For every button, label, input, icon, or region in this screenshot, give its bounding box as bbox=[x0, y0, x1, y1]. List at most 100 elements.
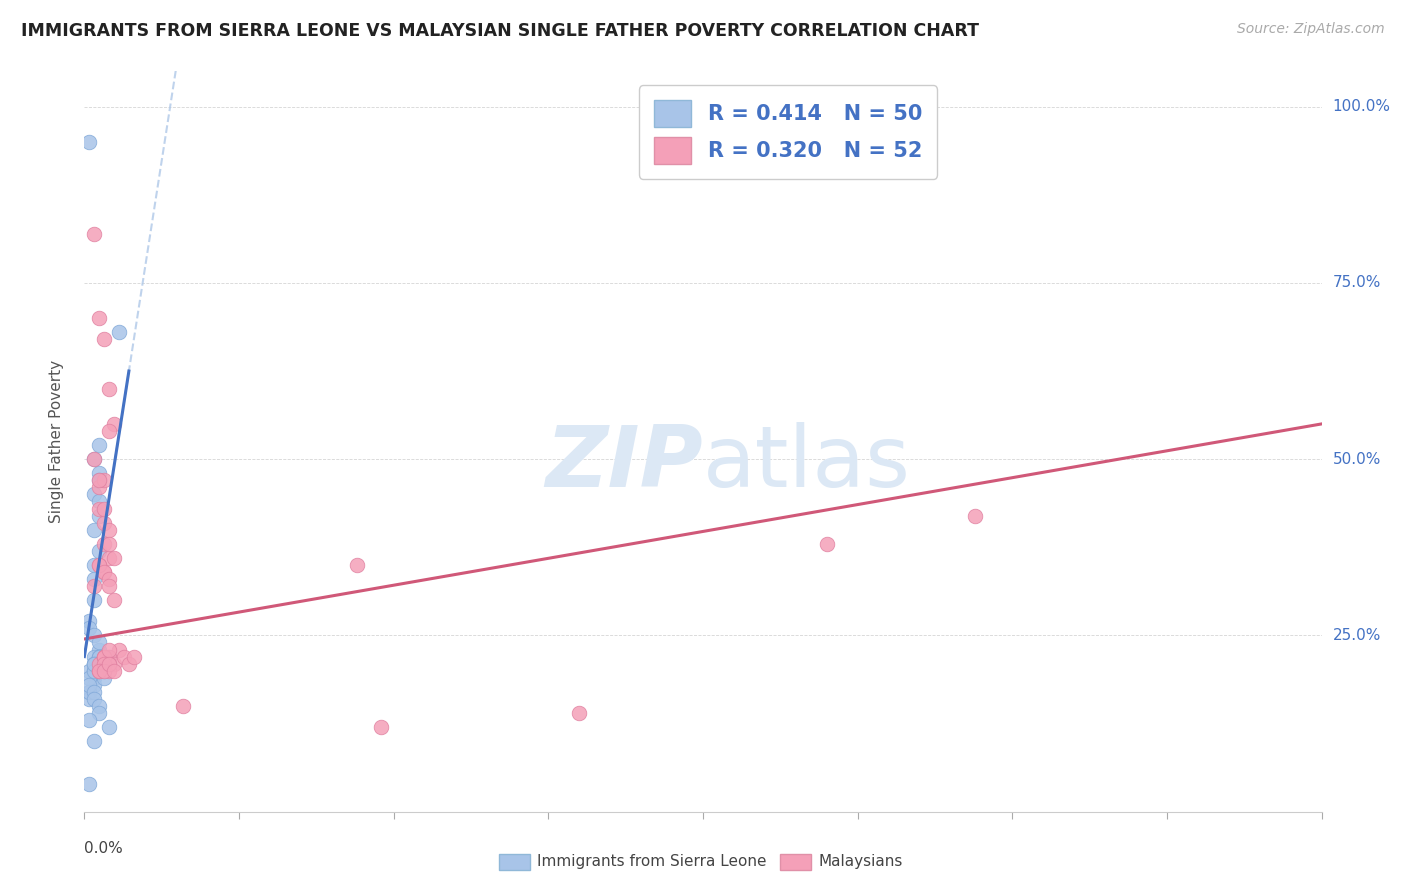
Point bbox=[89, 649, 111, 664]
Point bbox=[118, 657, 141, 671]
Point bbox=[98, 649, 121, 664]
Point bbox=[98, 649, 121, 664]
Point bbox=[83, 452, 105, 467]
Point bbox=[98, 579, 121, 593]
Point bbox=[172, 698, 194, 713]
Text: Malaysians: Malaysians bbox=[818, 855, 903, 869]
Point bbox=[370, 720, 392, 734]
Point bbox=[83, 657, 105, 671]
Point bbox=[98, 657, 121, 671]
Point bbox=[89, 473, 111, 487]
Text: 75.0%: 75.0% bbox=[1333, 276, 1381, 291]
Point bbox=[89, 698, 111, 713]
Point bbox=[79, 135, 101, 149]
Point bbox=[79, 776, 101, 790]
Point bbox=[103, 593, 125, 607]
Point bbox=[108, 642, 131, 657]
Point bbox=[83, 227, 105, 241]
Point bbox=[83, 487, 105, 501]
Point bbox=[83, 692, 105, 706]
Point bbox=[79, 685, 101, 699]
Point bbox=[83, 452, 105, 467]
Point bbox=[93, 501, 115, 516]
Point bbox=[815, 537, 838, 551]
Point bbox=[83, 664, 105, 678]
Point bbox=[89, 558, 111, 572]
Point bbox=[89, 664, 111, 678]
Point bbox=[83, 671, 105, 685]
Point bbox=[89, 706, 111, 720]
Point bbox=[98, 664, 121, 678]
Point bbox=[98, 382, 121, 396]
Point bbox=[93, 657, 115, 671]
Point bbox=[89, 558, 111, 572]
Point bbox=[93, 565, 115, 579]
Point bbox=[89, 635, 111, 649]
Point bbox=[79, 671, 101, 685]
Point bbox=[93, 649, 115, 664]
Point bbox=[83, 734, 105, 748]
Point bbox=[79, 664, 101, 678]
Point bbox=[89, 494, 111, 508]
Point bbox=[89, 508, 111, 523]
Point bbox=[93, 332, 115, 346]
Point bbox=[89, 664, 111, 678]
Point bbox=[83, 523, 105, 537]
Point bbox=[98, 550, 121, 565]
Point bbox=[98, 537, 121, 551]
Point bbox=[83, 657, 105, 671]
Point bbox=[93, 473, 115, 487]
Text: 0.0%: 0.0% bbox=[84, 841, 124, 856]
Text: Source: ZipAtlas.com: Source: ZipAtlas.com bbox=[1237, 22, 1385, 37]
Point bbox=[965, 508, 987, 523]
Point bbox=[93, 537, 115, 551]
Point bbox=[79, 685, 101, 699]
Point bbox=[89, 664, 111, 678]
Point bbox=[93, 649, 115, 664]
Point bbox=[79, 678, 101, 692]
Point bbox=[79, 615, 101, 629]
Point bbox=[89, 642, 111, 657]
Text: 50.0%: 50.0% bbox=[1333, 451, 1381, 467]
Point bbox=[89, 544, 111, 558]
Point bbox=[103, 657, 125, 671]
Point bbox=[93, 664, 115, 678]
Point bbox=[89, 311, 111, 326]
Point bbox=[83, 678, 105, 692]
Point bbox=[98, 523, 121, 537]
Y-axis label: Single Father Poverty: Single Father Poverty bbox=[49, 360, 63, 523]
Point bbox=[98, 657, 121, 671]
Point bbox=[93, 565, 115, 579]
Point bbox=[93, 664, 115, 678]
Point bbox=[83, 572, 105, 586]
Point bbox=[83, 579, 105, 593]
Point bbox=[83, 628, 105, 642]
Point bbox=[98, 424, 121, 438]
Point bbox=[103, 417, 125, 431]
Text: Immigrants from Sierra Leone: Immigrants from Sierra Leone bbox=[537, 855, 766, 869]
Point bbox=[98, 720, 121, 734]
Legend: R = 0.414   N = 50, R = 0.320   N = 52: R = 0.414 N = 50, R = 0.320 N = 52 bbox=[640, 86, 936, 178]
Point bbox=[93, 649, 115, 664]
Text: IMMIGRANTS FROM SIERRA LEONE VS MALAYSIAN SINGLE FATHER POVERTY CORRELATION CHAR: IMMIGRANTS FROM SIERRA LEONE VS MALAYSIA… bbox=[21, 22, 979, 40]
Point bbox=[89, 473, 111, 487]
Point bbox=[93, 664, 115, 678]
Point bbox=[98, 572, 121, 586]
Point bbox=[93, 657, 115, 671]
Point bbox=[112, 649, 135, 664]
Point bbox=[89, 664, 111, 678]
Point bbox=[83, 558, 105, 572]
Point bbox=[346, 558, 368, 572]
Point bbox=[103, 664, 125, 678]
Point bbox=[83, 593, 105, 607]
Point bbox=[79, 621, 101, 635]
Point bbox=[83, 664, 105, 678]
Point bbox=[83, 685, 105, 699]
Point bbox=[122, 649, 145, 664]
Text: atlas: atlas bbox=[703, 422, 911, 505]
Point bbox=[83, 649, 105, 664]
Point bbox=[89, 657, 111, 671]
Point bbox=[89, 438, 111, 452]
Point bbox=[98, 642, 121, 657]
Point bbox=[83, 657, 105, 671]
